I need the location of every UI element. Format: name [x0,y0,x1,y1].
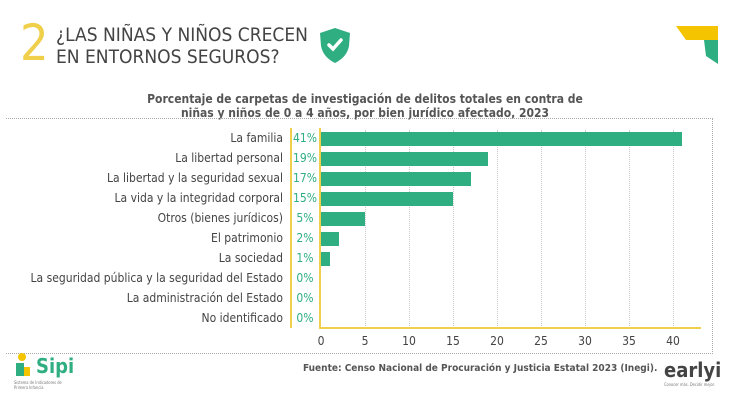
category-label: La seguridad pública y la seguridad del … [30,271,283,285]
bar [321,252,330,266]
x-tick-label: 30 [578,334,592,348]
category-label: El patrimonio [211,231,283,245]
gridline [365,130,366,328]
title-line-1: ¿LAS NIÑAS Y NIÑOS CRECEN [56,24,308,46]
source-note: Fuente: Censo Nacional de Procuración y … [303,363,658,374]
early-tagline: Conocer más. Decidir mejor. [664,382,715,387]
bar [321,152,489,166]
section-title: ¿LAS NIÑAS Y NIÑOS CRECEN EN ENTORNOS SE… [56,24,308,68]
sipi-figure-icon [16,353,30,376]
data-label: 19% [293,151,317,165]
data-label: 17% [293,171,317,185]
gridline [541,130,542,328]
x-tick-label: 10 [402,334,416,348]
x-tick-label: 35 [622,334,636,348]
chart-frame [6,118,713,354]
category-label: No identificado [201,311,284,325]
bar [321,132,682,146]
title-line-2: EN ENTORNOS SEGUROS? [56,46,280,68]
gridline [453,130,454,328]
x-tick-label: 25 [534,334,548,348]
category-label: La libertad y la seguridad sexual [106,171,283,185]
bar [321,192,453,206]
x-tick-label: 5 [361,334,369,348]
x-tick-label: 0 [317,334,325,348]
gridline [673,130,674,328]
gridline [629,130,630,328]
gridline [497,130,498,328]
gridline [585,130,586,328]
gridline [409,130,410,328]
section-number: 2 [20,14,49,72]
data-label: 41% [293,131,317,145]
bar [321,212,365,226]
sipi-subtitle: Sistema de Indicadores de Primera Infanc… [14,380,62,390]
shield-check-icon [320,28,350,63]
early-logo-text: earlyi [664,358,722,382]
data-label: 0% [296,271,314,285]
bar [321,232,339,246]
data-label: 1% [296,251,314,265]
category-label: La libertad personal [175,151,283,165]
pct-axis-line [290,128,292,328]
x-axis-line [319,327,701,329]
x-tick-label: 15 [446,334,460,348]
category-label: La vida y la integridad corporal [114,191,283,205]
corner-decoration-icon [676,26,718,64]
category-label: La administración del Estado [126,291,283,305]
category-label: La sociedad [218,251,283,265]
bar [321,172,471,186]
data-label: 0% [296,311,314,325]
data-label: 2% [296,231,314,245]
sipi-logo-text: Sipi [36,354,75,378]
data-label: 0% [296,291,314,305]
early-logo: earlyi Conocer más. Decidir mejor. [664,358,721,387]
chart-title: Porcentaje de carpetas de investigación … [100,92,630,120]
category-label: Otros (bienes jurídicos) [157,211,283,225]
data-label: 5% [296,211,314,225]
data-label: 15% [293,191,317,205]
chart-title-line-1: Porcentaje de carpetas de investigación … [147,92,583,106]
category-label: La familia [230,131,283,145]
chart-title-line-2: niñas y niños de 0 a 4 años, por bien ju… [180,106,550,120]
x-tick-label: 20 [490,334,504,348]
x-tick-label: 40 [666,334,680,348]
y-axis-line [319,128,321,328]
sipi-logo: Sipi Sistema de Indicadores de Primera I… [14,352,74,390]
